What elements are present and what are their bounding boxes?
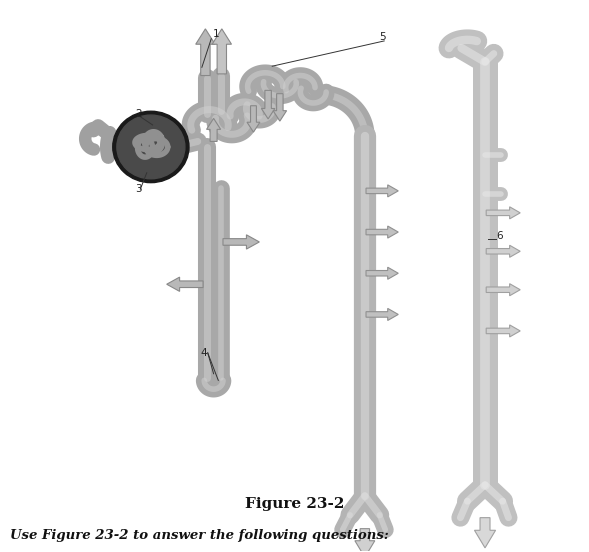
FancyArrow shape: [486, 284, 520, 296]
FancyArrow shape: [486, 245, 520, 257]
Text: 3: 3: [135, 184, 142, 194]
FancyArrow shape: [366, 267, 398, 279]
Text: 5: 5: [379, 32, 386, 42]
FancyArrow shape: [486, 207, 520, 219]
FancyArrow shape: [212, 29, 231, 74]
FancyArrow shape: [196, 29, 215, 76]
Text: Figure 23-2: Figure 23-2: [245, 497, 344, 511]
FancyArrow shape: [486, 325, 520, 337]
FancyArrow shape: [273, 94, 287, 121]
Text: 1: 1: [213, 29, 219, 39]
FancyArrow shape: [366, 226, 398, 238]
Text: 2: 2: [135, 109, 142, 119]
Text: 4: 4: [201, 348, 207, 358]
FancyArrow shape: [475, 518, 495, 548]
FancyArrow shape: [355, 529, 375, 552]
FancyArrow shape: [366, 185, 398, 197]
Circle shape: [112, 112, 189, 183]
FancyArrow shape: [366, 309, 398, 321]
Circle shape: [117, 115, 185, 179]
FancyArrow shape: [167, 277, 203, 291]
FancyArrow shape: [207, 118, 221, 141]
Text: 6: 6: [497, 231, 504, 241]
FancyArrow shape: [223, 235, 259, 249]
FancyArrow shape: [247, 106, 260, 132]
FancyArrow shape: [262, 91, 275, 119]
Text: Use Figure 23-2 to answer the following questions:: Use Figure 23-2 to answer the following …: [10, 529, 389, 542]
